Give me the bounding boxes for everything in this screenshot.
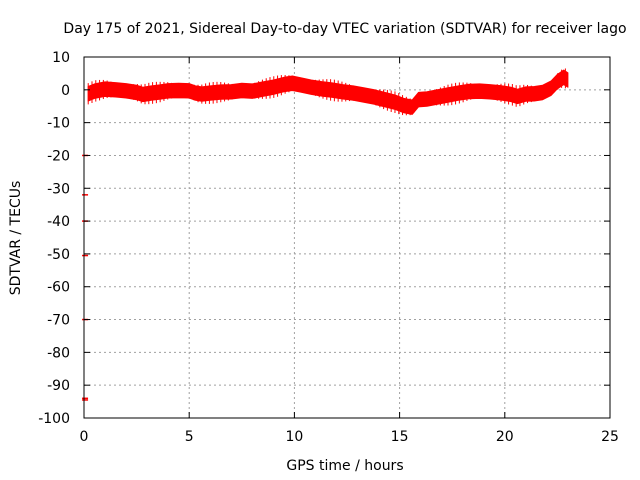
y-tick-label: -70 <box>47 313 70 329</box>
y-tick-label: -80 <box>47 345 70 361</box>
y-tick-label: -60 <box>47 280 70 296</box>
y-tick-label: -10 <box>47 116 70 132</box>
y-axis-label: SDTVAR / TECUs <box>8 181 24 296</box>
y-tick-label: -50 <box>47 247 70 263</box>
series-layer <box>82 68 569 401</box>
x-tick-label: 15 <box>391 429 409 445</box>
y-tick-label: 10 <box>52 50 70 66</box>
chart-title: Day 175 of 2021, Sidereal Day-to-day VTE… <box>63 21 626 37</box>
x-tick-label: 25 <box>601 429 619 445</box>
y-tick-label: -40 <box>47 214 70 230</box>
x-tick-labels: 0 5 10 15 20 25 <box>80 429 619 445</box>
y-tick-label: 0 <box>61 83 70 99</box>
y-tick-label: -100 <box>38 411 70 427</box>
y-tick-label: -30 <box>47 181 70 197</box>
x-tick-label: 20 <box>496 429 514 445</box>
grid-lines <box>84 57 610 418</box>
x-tick-label: 0 <box>80 429 89 445</box>
x-axis-label: GPS time / hours <box>286 458 403 474</box>
y-tick-labels: 10 0 -10 -20 -30 -40 -50 -60 -70 -80 -90 -100 <box>38 50 70 427</box>
series-sdtvar-band <box>87 69 569 115</box>
plot-frame <box>83 56 611 419</box>
y-tick-label: -20 <box>47 148 70 164</box>
x-tick-label: 5 <box>185 429 194 445</box>
axis-ticks <box>83 56 611 419</box>
y-tick-label: -90 <box>47 378 70 394</box>
x-tick-label: 10 <box>285 429 303 445</box>
